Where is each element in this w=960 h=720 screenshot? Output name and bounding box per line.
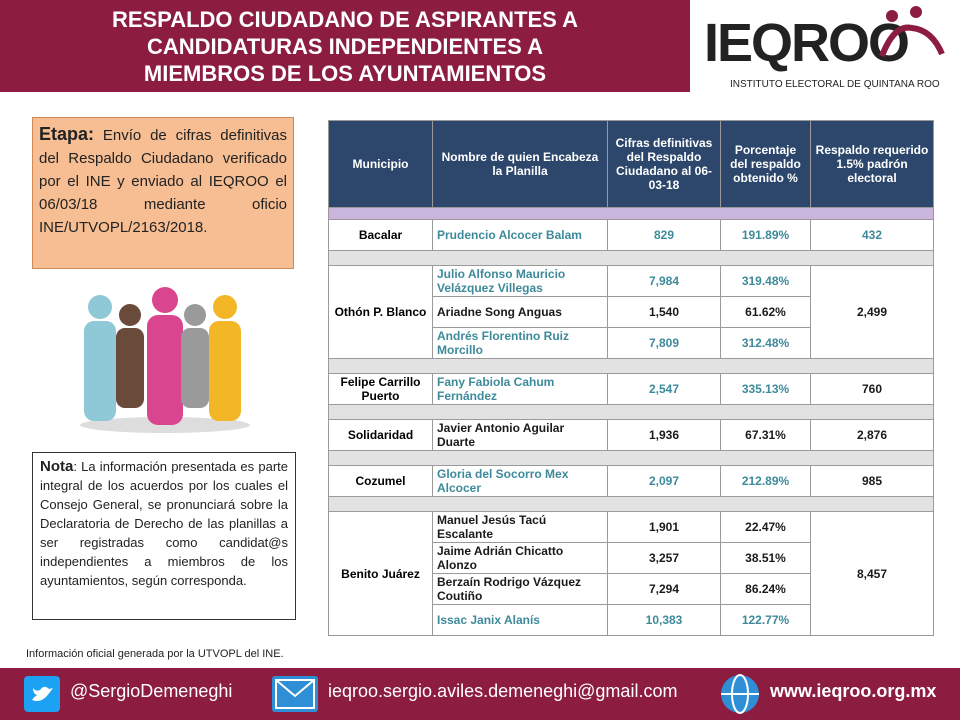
results-table: Municipio Nombre de quien Encabeza la Pla… xyxy=(328,120,934,636)
support-percent: 38.51% xyxy=(720,542,811,574)
candidate-name: Berzaín Rodrigo Vázquez Coutiño xyxy=(432,573,608,605)
data-row: Felipe Carrillo Puerto Fany Fabiola Cahum… xyxy=(328,373,934,405)
candidate-name: Issac Janix Alanís xyxy=(432,604,608,636)
candidate-name: Gloria del Socorro Mex Alcocer xyxy=(432,465,608,497)
etapa-label: Etapa: xyxy=(39,124,95,144)
data-row: Cozumel Gloria del Socorro Mex Alcocer 2,0… xyxy=(328,465,934,497)
twitter-icon xyxy=(24,676,60,712)
logo: IEQROO xyxy=(704,13,910,73)
support-percent: 212.89% xyxy=(720,465,811,497)
separator-cell xyxy=(328,250,934,266)
support-count: 10,383 xyxy=(607,604,721,636)
nota-label: Nota xyxy=(40,458,74,475)
separator-row xyxy=(328,404,934,420)
column-header: Municipio xyxy=(328,120,433,208)
separator-row xyxy=(328,358,934,374)
support-count: 1,936 xyxy=(607,419,721,451)
municipio-cell: Bacalar xyxy=(328,219,433,251)
municipio-cell: Cozumel xyxy=(328,465,433,497)
separator-row xyxy=(328,450,934,466)
candidate-name: Javier Antonio Aguilar Duarte xyxy=(432,419,608,451)
support-count: 1,901 xyxy=(607,511,721,543)
support-percent: 312.48% xyxy=(720,327,811,359)
municipio-cell: Felipe Carrillo Puerto xyxy=(328,373,433,405)
separator-row xyxy=(328,496,934,512)
required-support: 2,499 xyxy=(810,265,934,359)
data-row: Solidaridad Javier Antonio Aguilar Duarte… xyxy=(328,419,934,451)
data-row: Jaime Adrián Chicatto Alonzo 3,257 38.51% xyxy=(329,542,934,574)
column-header: Porcentaje del respaldo obtenido % xyxy=(720,120,811,208)
support-percent: 122.77% xyxy=(720,604,811,636)
required-support: 985 xyxy=(810,465,934,497)
column-header: Cifras definitivas del Respaldo Ciudadan… xyxy=(607,120,721,208)
title-line: RESPALDO CIUDADANO DE ASPIRANTES A xyxy=(111,7,579,32)
support-count: 1,540 xyxy=(607,296,721,328)
separator-cell xyxy=(328,496,934,512)
header-row: Municipio Nombre de quien Encabeza la Pla… xyxy=(328,120,934,208)
table-body: Bacalar Prudencio Alcocer Balam 829 191.89%… xyxy=(328,207,934,636)
data-row: Bacalar Prudencio Alcocer Balam 829 191.89%… xyxy=(328,219,934,251)
support-percent: 86.24% xyxy=(720,573,811,605)
municipio-cell: Solidaridad xyxy=(328,419,433,451)
candidate-name: Fany Fabiola Cahum Fernández xyxy=(432,373,608,405)
candidate-name: Ariadne Song Anguas xyxy=(432,296,608,328)
data-row: Benito Juárez Manuel Jesús Tacú Escalante… xyxy=(328,511,934,636)
etapa-box: Etapa: Envío de cifras definitivas del R… xyxy=(32,117,294,269)
municipio-cell: Othón P. Blanco xyxy=(328,265,433,359)
separator-cell xyxy=(328,450,934,466)
support-count: 2,097 xyxy=(607,465,721,497)
support-percent: 61.62% xyxy=(720,296,811,328)
candidate-name: Andrés Florentino Ruiz Morcillo xyxy=(432,327,608,359)
twitter-handle: @SergioDemeneghi xyxy=(70,681,233,701)
required-support: 8,457 xyxy=(810,511,934,636)
title: RESPALDO CIUDADANO DE ASPIRANTES A CANDI… xyxy=(20,6,670,87)
title-line: MIEMBROS DE LOS AYUNTAMIENTOS xyxy=(143,61,547,86)
required-support: 432 xyxy=(810,219,934,251)
nota-box: Nota: La información presentada es parte… xyxy=(32,452,296,620)
separator-row xyxy=(328,207,934,220)
candidate-name: Manuel Jesús Tacú Escalante xyxy=(432,511,608,543)
footer: @SergioDemeneghi ieqroo.sergio.aviles.de… xyxy=(0,668,960,720)
website: www.ieqroo.org.mx xyxy=(770,681,937,701)
data-row: Berzaín Rodrigo Vázquez Coutiño 7,294 86.2… xyxy=(329,573,934,605)
separator-row xyxy=(328,250,934,266)
support-count: 3,257 xyxy=(607,542,721,574)
support-percent: 335.13% xyxy=(720,373,811,405)
support-count: 829 xyxy=(607,219,721,251)
support-percent: 191.89% xyxy=(720,219,811,251)
people-illustration xyxy=(80,287,250,433)
municipio-cell: Benito Juárez xyxy=(328,511,433,636)
support-count: 7,809 xyxy=(607,327,721,359)
separator-cell xyxy=(328,358,934,374)
candidate-name: Julio Alfonso Mauricio Velázquez Villega… xyxy=(432,265,608,297)
email: ieqroo.sergio.aviles.demeneghi@gmail.com xyxy=(328,681,678,701)
data-row: Issac Janix Alanís 10,383 122.77% xyxy=(329,604,934,636)
required-support: 2,876 xyxy=(810,419,934,451)
separator-cell xyxy=(328,404,934,420)
candidate-name: Prudencio Alcocer Balam xyxy=(432,219,608,251)
logo-figures xyxy=(879,6,945,58)
etapa-text: Envío de cifras definitivas del Respaldo… xyxy=(39,127,287,236)
support-percent: 319.48% xyxy=(720,265,811,297)
source-note: Información oficial generada por la UTVO… xyxy=(26,648,284,660)
title-line: CANDIDATURAS INDEPENDIENTES A xyxy=(146,34,544,59)
support-percent: 67.31% xyxy=(720,419,811,451)
data-row: Othón P. Blanco Julio Alfonso Mauricio Ve… xyxy=(328,265,934,359)
support-count: 2,547 xyxy=(607,373,721,405)
column-header: Nombre de quien Encabeza la Planilla xyxy=(432,120,608,208)
support-count: 7,294 xyxy=(607,573,721,605)
header-banner xyxy=(0,0,690,92)
web-icon xyxy=(721,674,759,714)
required-support: 760 xyxy=(810,373,934,405)
column-header: Respaldo requerido 1.5% padrón electoral xyxy=(810,120,934,208)
nota-text: : La información presentada es parte int… xyxy=(40,459,288,588)
logo-subtitle: INSTITUTO ELECTORAL DE QUINTANA ROO xyxy=(730,79,940,90)
candidate-name: Jaime Adrián Chicatto Alonzo xyxy=(432,542,608,574)
support-count: 7,984 xyxy=(607,265,721,297)
separator-cell xyxy=(328,207,934,220)
support-percent: 22.47% xyxy=(720,511,811,543)
email-icon xyxy=(272,676,318,712)
